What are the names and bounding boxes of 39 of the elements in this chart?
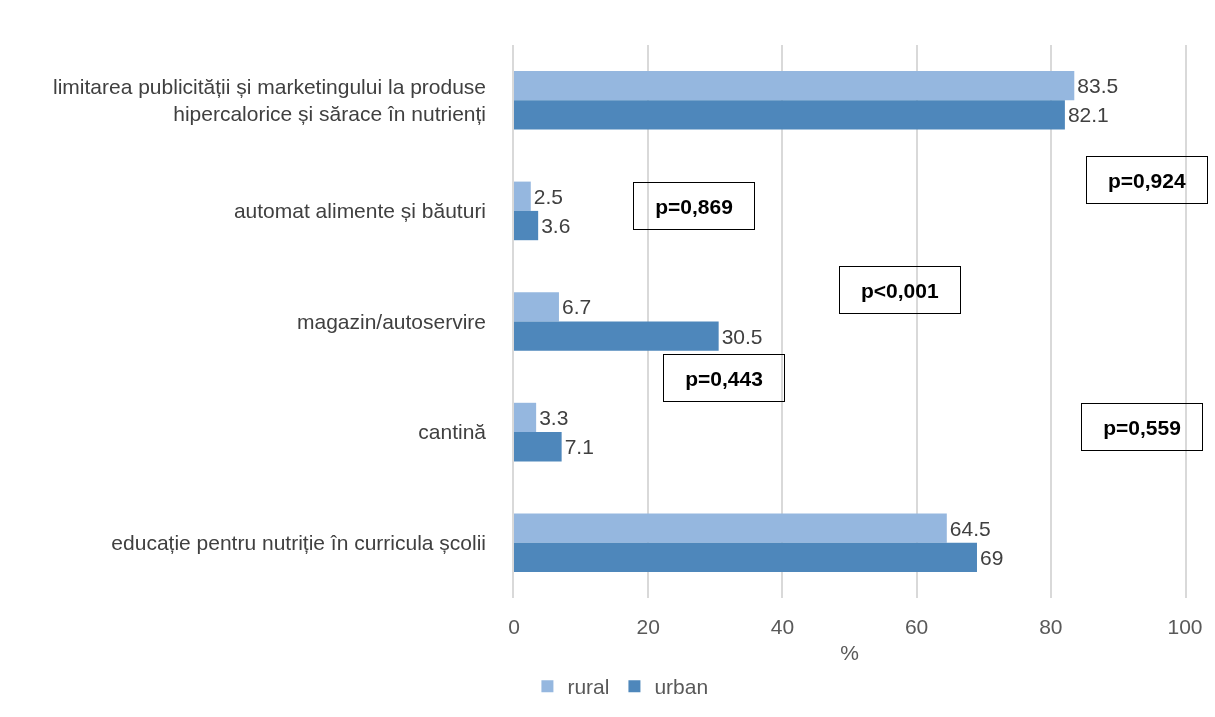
bar: [514, 321, 719, 351]
bar: [514, 513, 947, 543]
data-label: 83.5: [1077, 74, 1119, 98]
x-tick-label: 60: [904, 615, 929, 638]
annotation: p=0,869: [655, 194, 733, 218]
data-label: 3.3: [539, 405, 569, 429]
y-tick-label: automat alimente și băuturi: [233, 199, 487, 223]
annotation: p=0,443: [685, 366, 763, 390]
data-label: 30.5: [721, 324, 763, 348]
legend-label: rural: [567, 675, 610, 699]
x-tick-label: 20: [636, 615, 660, 638]
legend-label: urban: [654, 675, 709, 699]
x-tick-label: 100: [1167, 615, 1203, 638]
data-label: 82.1: [1067, 103, 1109, 127]
annotation: p<0,001: [861, 278, 939, 302]
bar: [514, 402, 537, 433]
data-label: 69: [979, 545, 1004, 569]
bar: [514, 292, 559, 322]
data-label: 7.1: [564, 435, 594, 459]
y-tick-label: cantină: [418, 420, 487, 444]
data-label: 3.6: [541, 214, 571, 238]
x-tick-label: 40: [770, 615, 795, 638]
y-tick-label: educație pentru nutriție în curricula școlii: [111, 531, 487, 555]
annotation: p=0,559: [1103, 415, 1181, 439]
bar: [514, 181, 531, 211]
bar: [514, 100, 1065, 130]
annotation: p=0,924: [1108, 168, 1186, 192]
bar: [514, 210, 539, 241]
y-tick-label: limitarea publicității și marketingului la produse hipercalorice și sărace în nutrienți: [53, 75, 487, 126]
data-label: 2.5: [533, 184, 563, 208]
y-tick-label: magazin/autoservire: [296, 309, 487, 333]
bar: [514, 70, 1075, 101]
data-label: 64.5: [949, 516, 991, 540]
bar: [514, 542, 977, 573]
x-tick-label: 80: [1039, 615, 1063, 638]
x-tick-label: 0: [508, 615, 520, 638]
x-axis-title: %: [840, 641, 859, 665]
data-label: 6.7: [561, 295, 592, 319]
bar: [514, 432, 562, 462]
